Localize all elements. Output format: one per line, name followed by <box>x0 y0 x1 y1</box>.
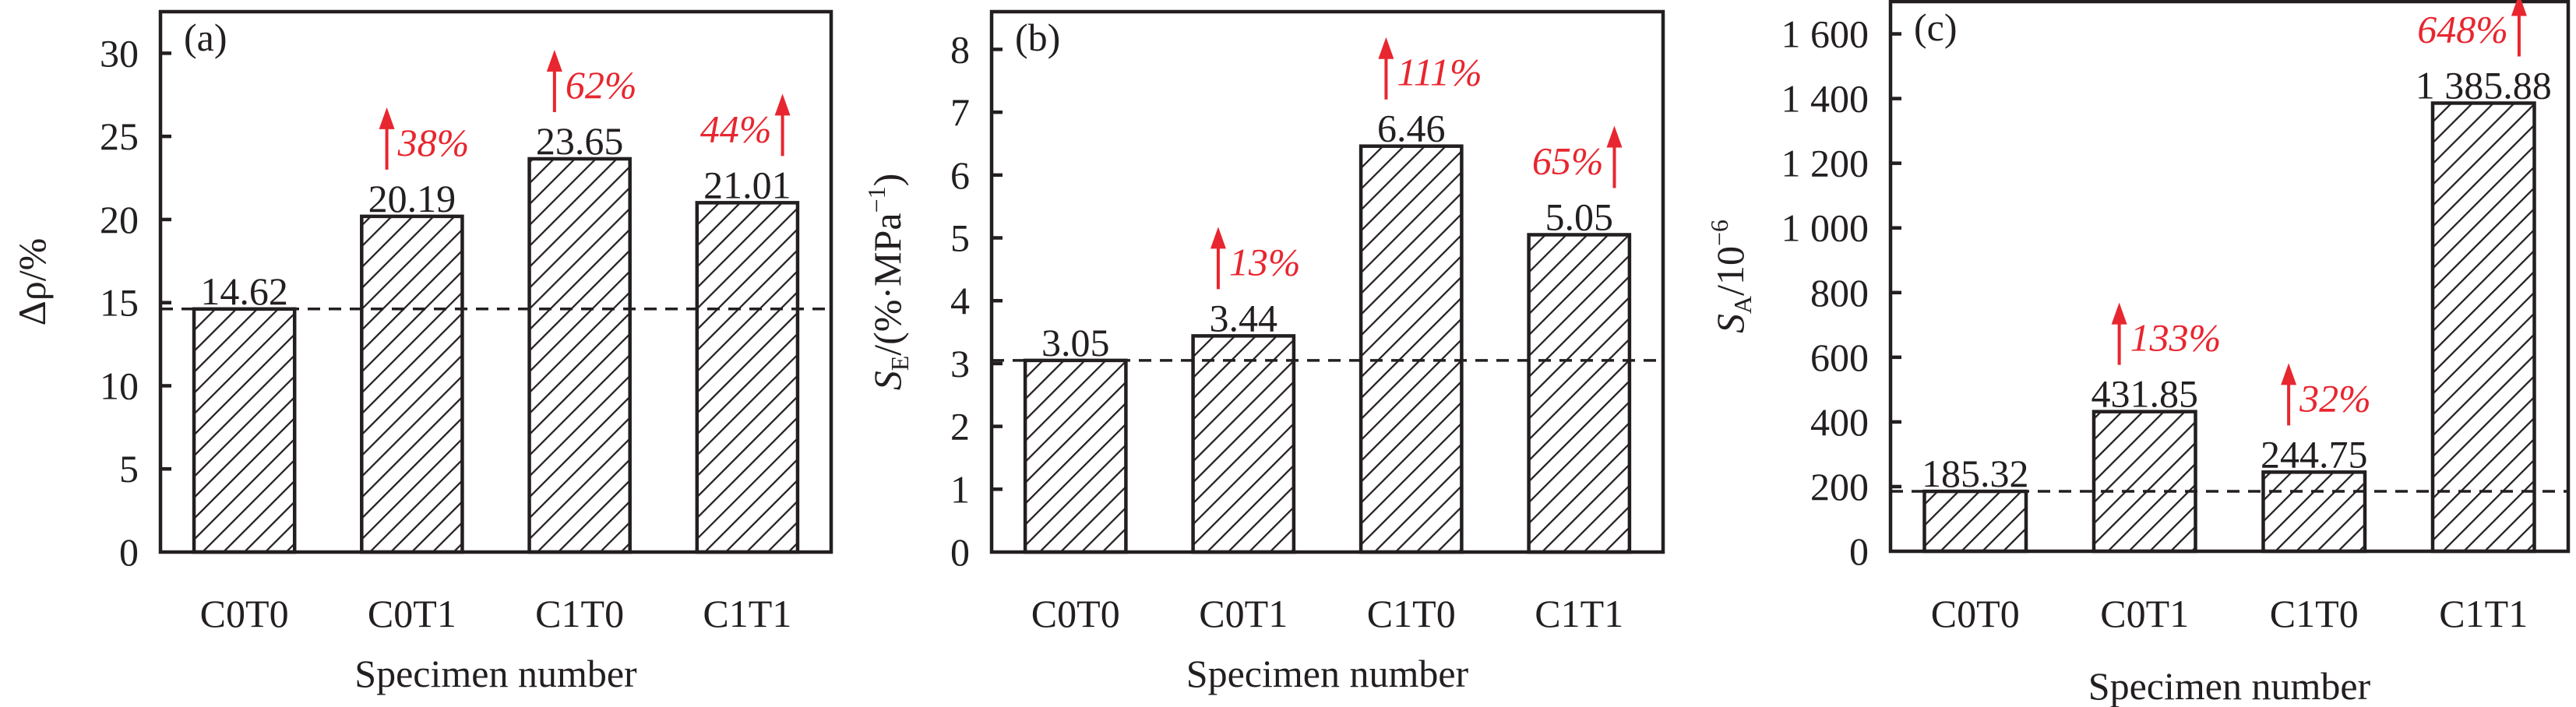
bar-value-label: 20.19 <box>368 177 456 220</box>
x-tick-label: C0T1 <box>1199 592 1288 635</box>
bar-value-label: 3.05 <box>1041 321 1110 364</box>
y-axis-title: Δρ/% <box>10 238 54 326</box>
bar-value-label: 6.46 <box>1377 107 1446 150</box>
percent-increase-label: 62% <box>566 63 637 107</box>
y-tick-label: 5 <box>119 447 139 491</box>
y-tick-label: 20 <box>100 198 139 241</box>
percent-increase-label: 13% <box>1229 240 1301 283</box>
x-tick-label: C1T1 <box>2439 592 2528 635</box>
increase-arrow-icon <box>1606 125 1623 148</box>
y-tick-label: 0 <box>1849 529 1869 573</box>
y-tick-label: 1 <box>950 467 970 511</box>
x-tick-label: C1T0 <box>535 592 624 635</box>
bar-value-label: 3.44 <box>1210 296 1278 339</box>
increase-arrow-icon <box>1210 227 1226 249</box>
x-tick-label: C0T0 <box>1931 592 2020 635</box>
increase-arrow-icon <box>379 107 395 129</box>
percent-increase-label: 111% <box>1397 51 1482 94</box>
bar-c0t1 <box>360 214 464 554</box>
bar-c0t0 <box>1922 489 2028 554</box>
increase-arrow-icon <box>546 49 562 72</box>
x-tick-label: C1T1 <box>703 592 791 635</box>
y-tick-label: 2 <box>950 405 970 448</box>
y-axis-title: SE/(%·MPa−1) <box>862 174 914 391</box>
bar-c1t1 <box>1527 233 1632 554</box>
bar-c1t0 <box>2261 470 2367 554</box>
bar-c0t0 <box>1023 358 1128 554</box>
bar-value-label: 185.32 <box>1922 452 2029 495</box>
y-tick-label: 8 <box>950 27 970 71</box>
panel-a: 0 5 10 15 20 25 30 C0T0 C0T1 C1T0 C1T1 14.62 20.19 23… <box>10 9 833 695</box>
x-tick-label: C1T0 <box>2270 592 2359 635</box>
bar-value-label: 244.75 <box>2261 432 2368 476</box>
y-tick-label: 6 <box>950 153 970 197</box>
panel-c: 0 200 400 600 800 1 000 1 200 1 400 1 600 C0T0 C0T… <box>1705 0 2571 707</box>
bar-c1t1 <box>2430 101 2536 554</box>
bar-c1t1 <box>695 201 800 554</box>
panel-tag: (c) <box>1914 5 1958 49</box>
bar-value-label: 1 385.88 <box>2416 63 2552 107</box>
y-tick-label: 400 <box>1810 400 1869 444</box>
y-tick-label: 5 <box>950 216 970 260</box>
increase-arrow-icon <box>2281 363 2297 385</box>
y-tick-label: 800 <box>1810 271 1869 315</box>
bar-value-label: 431.85 <box>2091 372 2199 416</box>
y-tick-label: 15 <box>100 281 139 325</box>
x-axis-title: Specimen number <box>354 652 637 695</box>
y-tick-label: 0 <box>950 530 970 574</box>
x-tick-label: C0T0 <box>1031 592 1120 635</box>
increase-arrow-icon <box>2511 0 2527 16</box>
y-tick-label: 200 <box>1810 465 1869 508</box>
y-tick-label: 7 <box>950 90 970 134</box>
y-tick-label: 1 000 <box>1781 206 1869 250</box>
panel-tag: (a) <box>184 16 227 59</box>
bar-value-label: 14.62 <box>200 269 288 313</box>
bar-c0t0 <box>192 307 297 554</box>
y-tick-label: 1 600 <box>1781 12 1869 56</box>
bar-value-label: 21.01 <box>703 163 791 206</box>
y-tick-label: 3 <box>950 342 970 385</box>
bar-value-label: 23.65 <box>536 119 624 163</box>
x-tick-label: C1T0 <box>1367 592 1456 635</box>
percent-increase-label: 32% <box>2299 376 2371 420</box>
x-tick-label: C0T0 <box>200 592 289 635</box>
panel-tag: (b) <box>1015 16 1060 59</box>
y-tick-label: 0 <box>119 530 139 574</box>
increase-arrow-icon <box>2111 302 2127 325</box>
percent-increase-label: 133% <box>2130 316 2222 360</box>
bar-c1t0 <box>527 157 632 554</box>
percent-increase-label: 38% <box>397 121 470 164</box>
x-axis-title: Specimen number <box>1186 652 1469 695</box>
x-tick-label: C0T1 <box>2100 592 2189 635</box>
bar-c0t1 <box>1191 334 1296 554</box>
y-tick-label: 30 <box>100 31 139 75</box>
y-axis-title: SA/10−6 <box>1705 220 1757 333</box>
y-tick-label: 1 200 <box>1781 142 1869 185</box>
panel-b: 0 1 2 3 4 5 6 7 8 C0T0 C0T1 C1T0 C1T1 3.05 3.44 6.46 5.0… <box>862 9 1665 695</box>
increase-arrow-icon <box>1378 37 1394 59</box>
percent-increase-label: 648% <box>2417 7 2508 51</box>
x-tick-label: C0T1 <box>368 592 456 635</box>
bar-c1t0 <box>1358 144 1464 554</box>
bar-value-label: 5.05 <box>1545 195 1614 238</box>
x-axis-title: Specimen number <box>2088 664 2371 707</box>
axes-frame <box>158 9 833 554</box>
y-tick-label: 4 <box>950 279 970 322</box>
y-tick-label: 600 <box>1810 336 1869 379</box>
y-tick-label: 25 <box>100 114 139 158</box>
y-tick-label: 1 400 <box>1781 77 1869 121</box>
x-tick-label: C1T1 <box>1535 592 1623 635</box>
bar-c0t1 <box>2091 410 2197 554</box>
axes-frame <box>989 9 1665 554</box>
percent-increase-label: 44% <box>700 107 772 150</box>
increase-arrow-icon <box>774 93 791 116</box>
axes-frame <box>1888 0 2571 554</box>
percent-increase-label: 65% <box>1532 139 1604 182</box>
y-tick-label: 10 <box>100 364 139 407</box>
